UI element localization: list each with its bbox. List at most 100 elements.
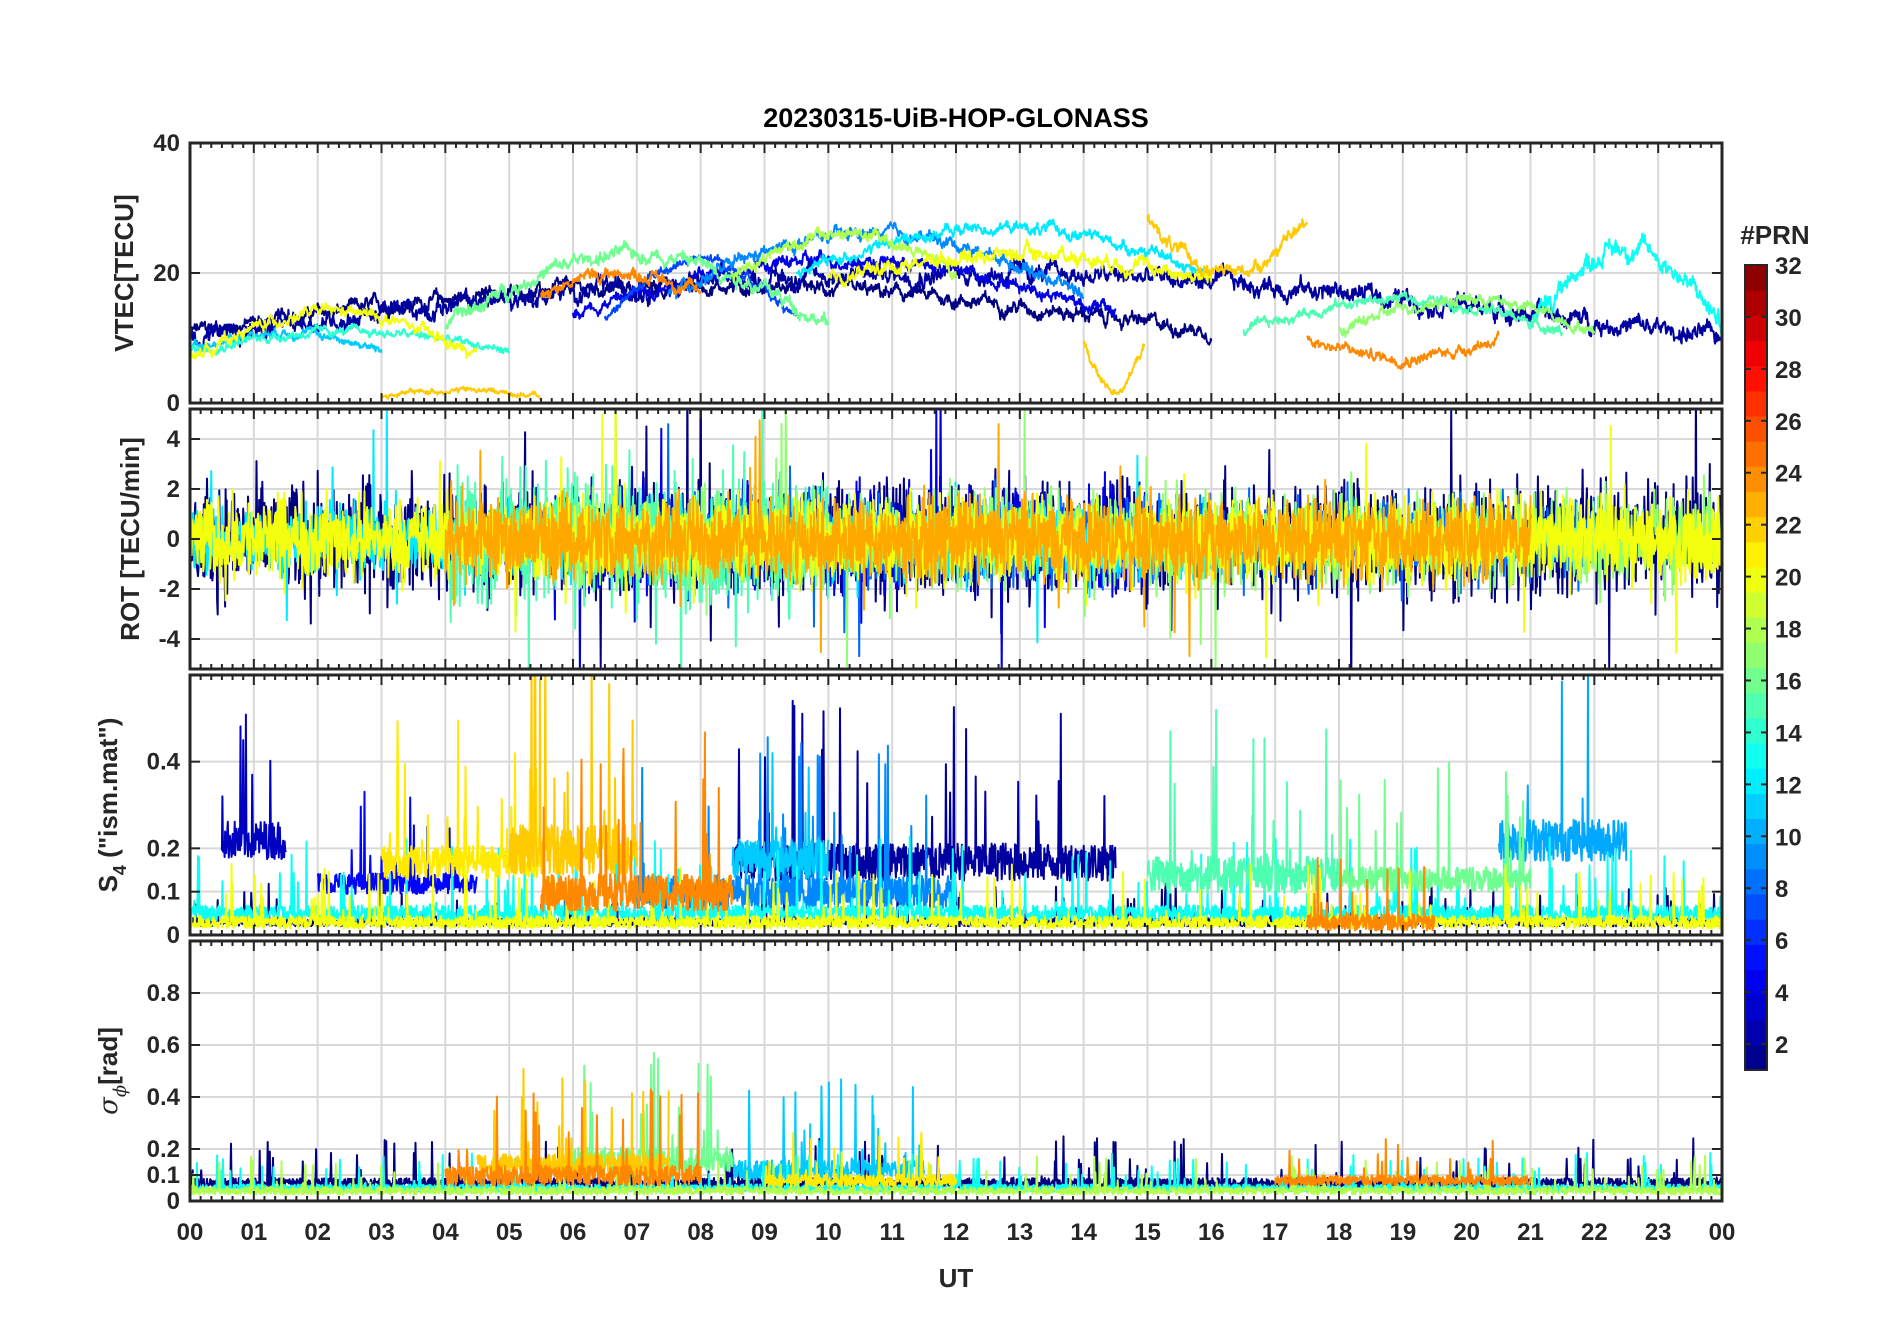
colorbar-label: #PRN [1740, 220, 1809, 250]
rot-series [190, 409, 1722, 669]
series-line-prn-17 [1338, 293, 1596, 338]
sigma-phi-panel: 00.10.2 0.4 0.6 0.8 σϕ[rad] [93, 939, 1724, 1215]
colorbar-band [1745, 466, 1767, 493]
colorbar-tick-label: 4 [1775, 980, 1789, 1007]
colorbar-band [1745, 365, 1767, 392]
colorbar-band [1745, 1044, 1767, 1071]
colorbar-tick-label: 30 [1775, 305, 1802, 332]
x-tick-label: 05 [496, 1219, 523, 1246]
colorbar-band [1745, 541, 1767, 568]
rot-ticks: -4 -2 0 2 4 [159, 409, 1723, 669]
s4-ylabel: S4 ("ism.mat") [93, 718, 130, 893]
x-tick-label: 09 [751, 1219, 778, 1246]
colorbar-band [1745, 919, 1767, 945]
x-tick-label: 01 [240, 1219, 267, 1246]
x-tick-label: 07 [623, 1219, 650, 1246]
vtec-series [190, 213, 1722, 401]
series-line-prn-21 [763, 1131, 957, 1188]
y-tick-label: 0.4 [147, 749, 181, 776]
x-tick-label: 04 [432, 1219, 459, 1246]
colorbar-band [1745, 642, 1767, 669]
series-line-prn-22 [508, 675, 638, 876]
colorbar-tick-label: 22 [1775, 513, 1802, 540]
series-line-prn-24 [1306, 857, 1436, 932]
y-tick-label: 0.2 [147, 1136, 180, 1163]
vtec-grid [190, 143, 1722, 403]
colorbar-band [1745, 969, 1767, 996]
series-line-prn-24 [444, 1088, 702, 1187]
y-tick-label: 0 [167, 390, 180, 417]
colorbar-band [1745, 893, 1767, 920]
colorbar-band [1745, 868, 1767, 895]
x-tick-label: 13 [1006, 1219, 1033, 1246]
x-tick-label: 18 [1326, 1219, 1353, 1246]
x-tick-label: 16 [1198, 1219, 1225, 1246]
colorbar-band [1745, 843, 1767, 870]
series-line-prn-10 [1497, 675, 1628, 862]
series-line-prn-16 [444, 240, 830, 330]
x-tick-label: 14 [1070, 1219, 1097, 1246]
colorbar-band [1745, 441, 1767, 467]
y-tick-label: 0.1 [147, 879, 180, 906]
y-tick-label: 0 [167, 1188, 180, 1215]
series-line-prn-14 [190, 322, 511, 356]
series-line-prn-16 [1338, 761, 1532, 893]
colorbar-tick-label: 14 [1775, 720, 1802, 747]
series-line-prn-22 [1082, 340, 1146, 396]
series-line-prn-15 [1146, 708, 1340, 895]
s4-ticks: 0 0.1 0.2 0.4 [147, 675, 1723, 949]
sigma-phi-ylabel: σϕ[rad] [93, 1027, 131, 1115]
y-tick-label: 4 [167, 426, 181, 453]
colorbar-tick-label: 28 [1775, 357, 1802, 384]
x-tick-label: 20 [1453, 1219, 1480, 1246]
series-line-prn-20 [827, 238, 1213, 288]
x-tick-label: 15 [1134, 1219, 1161, 1246]
colorbar-tick-label: 24 [1775, 461, 1802, 488]
y-tick-label: 0.2 [147, 835, 180, 862]
colorbar-band [1745, 768, 1767, 794]
x-tick-label: 03 [368, 1219, 395, 1246]
y-tick-label: 20 [153, 260, 180, 287]
y-tick-label: -2 [159, 576, 180, 603]
series-line-prn-24 [1274, 1138, 1532, 1187]
x-tick-label: 22 [1581, 1219, 1608, 1246]
colorbar-band [1745, 944, 1767, 970]
colorbar-band [1745, 340, 1767, 367]
x-tick-label: 00 [177, 1219, 204, 1246]
colorbar-tick-label: 26 [1775, 409, 1802, 436]
y-tick-label: 0.6 [147, 1032, 180, 1059]
x-tick-label: 11 [879, 1219, 904, 1246]
colorbar-band [1745, 290, 1767, 316]
rot-ylabel: ROT [TECU/min] [115, 437, 145, 641]
series-line-prn-3 [220, 713, 287, 861]
y-tick-label: -4 [159, 626, 181, 653]
series-line-prn-22 [1146, 213, 1309, 278]
x-tick-label: 12 [943, 1219, 970, 1246]
colorbar-tick-label: 20 [1775, 565, 1802, 592]
colorbar-band [1745, 717, 1767, 744]
series-line-prn-12 [795, 218, 1213, 279]
series-line-prn-23 [444, 419, 1532, 658]
series-line-prn-4 [572, 249, 1117, 320]
y-tick-label: 40 [153, 130, 180, 157]
y-tick-label: 0 [167, 922, 180, 949]
colorbar-band [1745, 516, 1767, 543]
x-tick-label: 02 [304, 1219, 331, 1246]
y-tick-label: 0 [167, 526, 180, 553]
colorbar-band [1745, 818, 1767, 845]
colorbar-band [1745, 592, 1767, 618]
x-tick-label: 19 [1389, 1219, 1416, 1246]
y-tick-label: 2 [167, 476, 180, 503]
series-line-prn-13 [1529, 232, 1722, 335]
colorbar-band [1745, 265, 1767, 291]
x-tick-label: 21 [1517, 1219, 1544, 1246]
colorbar-band [1745, 390, 1767, 417]
rot-panel: -4 -2 0 2 4 ROT [TECU/min] [115, 407, 1724, 671]
colorbar-band [1745, 1019, 1767, 1046]
series-line-prn-13 [190, 835, 1722, 923]
x-tick-labels: 00 01 02 03 04 05 06 07 08 09 10 11 12 13 14 15 16 17 18 19… [177, 1219, 1736, 1246]
series-line-prn-11 [731, 752, 830, 880]
